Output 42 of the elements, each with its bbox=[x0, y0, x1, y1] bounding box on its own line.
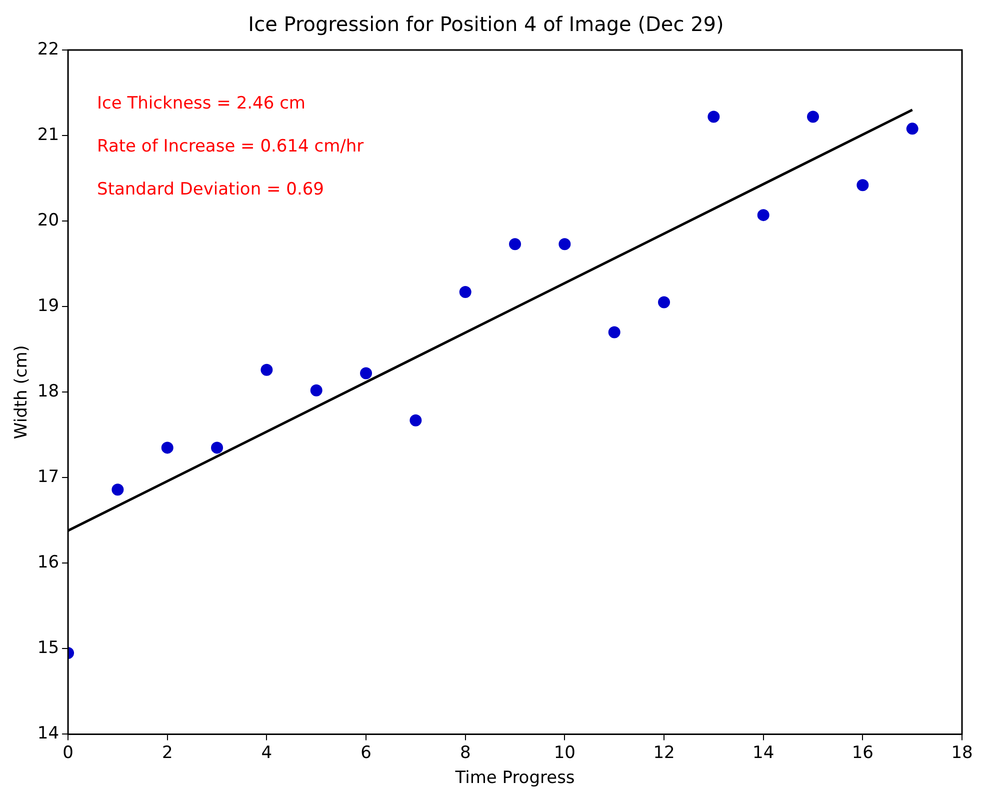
annotation: Rate of Increase = 0.614 cm/hr bbox=[97, 136, 364, 156]
annotation: Standard Deviation = 0.69 bbox=[97, 179, 324, 200]
y-tick-label: 17 bbox=[37, 467, 60, 488]
point bbox=[509, 238, 522, 250]
point bbox=[807, 110, 820, 123]
x-axis-title: Time Progress bbox=[454, 768, 575, 788]
point bbox=[558, 238, 571, 250]
point bbox=[161, 442, 174, 454]
y-tick-label: 22 bbox=[37, 39, 60, 60]
point bbox=[608, 326, 620, 338]
y-tick-label: 14 bbox=[37, 724, 60, 744]
y-tick-label: 20 bbox=[37, 210, 60, 230]
y-tick-label: 18 bbox=[37, 382, 60, 402]
point bbox=[757, 209, 770, 222]
point bbox=[459, 286, 472, 298]
point bbox=[360, 367, 372, 380]
x-tick-label: 18 bbox=[951, 742, 973, 763]
point bbox=[856, 179, 869, 192]
x-tick-label: 4 bbox=[261, 742, 272, 763]
y-tick-label: 15 bbox=[37, 638, 60, 658]
point bbox=[410, 414, 422, 426]
x-tick-label: 6 bbox=[360, 742, 372, 763]
y-tick-label: 21 bbox=[37, 124, 60, 145]
x-tick-label: 10 bbox=[554, 742, 576, 763]
x-tick-label: 2 bbox=[162, 742, 173, 763]
point bbox=[708, 110, 720, 123]
x-tick-label: 14 bbox=[752, 742, 774, 763]
point bbox=[112, 484, 124, 496]
point bbox=[658, 296, 670, 308]
chart-title: Ice Progression for Position 4 of Image (Dec 29) bbox=[248, 12, 724, 36]
point bbox=[906, 122, 918, 135]
y-axis-title: Width (cm) bbox=[12, 345, 32, 440]
x-tick-label: 8 bbox=[460, 742, 471, 763]
x-tick-label: 16 bbox=[852, 742, 874, 763]
x-tick-label: 0 bbox=[62, 742, 74, 763]
point bbox=[260, 364, 273, 376]
x-tick-label: 12 bbox=[653, 742, 675, 763]
y-tick-label: 16 bbox=[37, 552, 60, 573]
y-tick-label: 19 bbox=[37, 296, 60, 316]
annotation: Ice Thickness = 2.46 cm bbox=[97, 93, 306, 114]
point bbox=[211, 442, 224, 454]
point bbox=[310, 384, 322, 396]
